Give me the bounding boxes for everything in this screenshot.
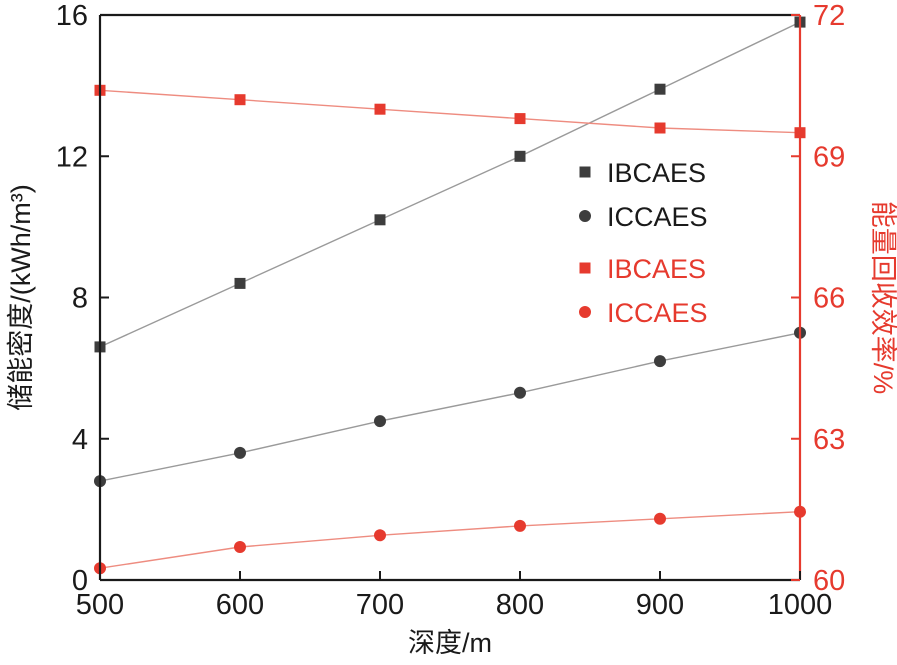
- series-line-1: [99, 332, 801, 482]
- right-y-tick-label: 69: [813, 141, 845, 173]
- series-marker: [234, 94, 246, 106]
- left-y-tick-label: 0: [72, 565, 88, 597]
- right-y-tick-label: 66: [813, 283, 845, 315]
- series-marker: [654, 512, 666, 525]
- series-marker: [654, 83, 666, 95]
- right-y-tick-label: 63: [813, 424, 845, 456]
- legend-label: ICCAES: [607, 298, 708, 328]
- x-tick-label: 500: [76, 589, 124, 621]
- left-y-tick-label: 4: [72, 424, 88, 456]
- series-marker: [654, 122, 666, 134]
- series-marker: [374, 415, 386, 428]
- x-tick-label: 600: [216, 589, 264, 621]
- right-y-tick-label: 60: [813, 565, 845, 597]
- series-line-0: [99, 21, 801, 348]
- series-marker: [374, 214, 386, 226]
- x-tick-label: 800: [496, 589, 544, 621]
- series-marker: [374, 103, 386, 115]
- right-y-tick-label: 72: [813, 0, 845, 32]
- series-marker: [374, 529, 386, 542]
- legend-label: IBCAES: [607, 158, 706, 188]
- x-axis-title: 深度/m: [408, 628, 492, 658]
- series-marker: [234, 446, 246, 459]
- series-marker: [514, 386, 526, 399]
- x-tick-label: 900: [636, 589, 684, 621]
- legend-item: IBCAES: [579, 254, 706, 284]
- legend-item: ICCAES: [579, 202, 708, 232]
- left-y-tick-label: 12: [56, 141, 88, 173]
- legend-item: ICCAES: [579, 298, 708, 328]
- series-marker: [514, 519, 526, 532]
- legend-marker-square-icon: [579, 166, 591, 178]
- x-tick-label: 1000: [768, 589, 833, 621]
- legend-label: IBCAES: [607, 254, 706, 284]
- series-marker: [514, 150, 526, 162]
- legend-label: ICCAES: [607, 202, 708, 232]
- series-marker: [234, 277, 246, 289]
- left-y-tick-label: 8: [72, 283, 88, 315]
- right-y-axis-title: 能量回收效率/%: [868, 201, 897, 395]
- legend-item: IBCAES: [579, 158, 706, 188]
- left-y-tick-label: 16: [56, 0, 88, 32]
- series-line-3: [99, 511, 801, 569]
- series-marker: [654, 355, 666, 368]
- series-marker: [514, 113, 526, 125]
- series-line-2: [99, 89, 801, 134]
- legend-marker-circle-icon: [579, 306, 591, 318]
- legend-marker-square-icon: [579, 262, 591, 274]
- series-marker: [234, 541, 246, 553]
- x-tick-label: 700: [356, 589, 404, 621]
- legend-marker-circle-icon: [579, 210, 591, 222]
- left-y-axis-title: 储能密度/(kWh/m³): [6, 184, 36, 410]
